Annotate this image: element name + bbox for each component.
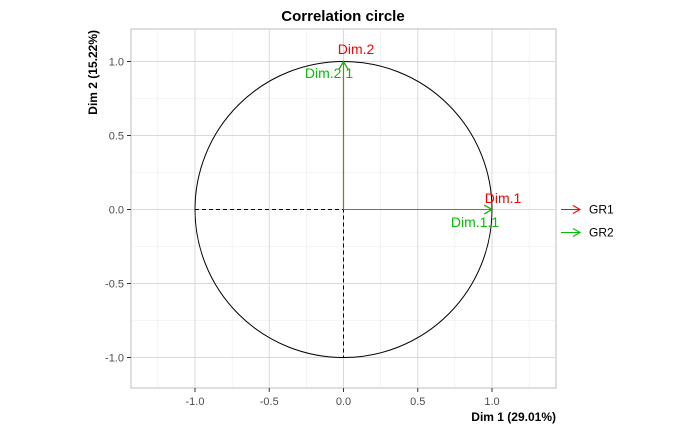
y-tick-label: 1.0 [109, 57, 124, 69]
chart-title: Correlation circle [281, 8, 404, 25]
x-tick-label: -0.5 [260, 396, 279, 408]
legend-label: GR1 [589, 203, 614, 217]
vector-dim-2-1-head [338, 60, 349, 70]
x-axis-title: Dim 1 (29.01%) [471, 410, 556, 424]
axes: -1.0 -0.5 0.0 0.5 1.0 -1.0 -0.5 0.0 0.5 1.0 [105, 57, 500, 409]
legend: GR1 GR2 [561, 203, 614, 240]
y-tick-label: 0.0 [109, 205, 124, 217]
vector-label-dim-1-1: Dim.1.1 [451, 214, 499, 230]
legend-item-gr1: GR1 [561, 203, 614, 217]
legend-key-arrowhead [572, 228, 582, 237]
y-tick-label: -1.0 [105, 353, 124, 365]
x-tick-label: -1.0 [186, 396, 205, 408]
legend-key-arrowhead [572, 205, 582, 214]
vector-label-dim-2: Dim.2 [338, 41, 375, 57]
plot-marks: Dim.1 Dim.2 Dim.1.1 Dim.2.1 [194, 41, 522, 358]
vector-dim-1-1 [343, 204, 494, 215]
x-tick-label: 0.0 [336, 396, 351, 408]
x-tick-label: 1.0 [484, 396, 499, 408]
vector-dim-2-1 [338, 60, 349, 210]
x-tick-label: 0.5 [410, 396, 425, 408]
vector-label-dim-2-1: Dim.2.1 [305, 65, 353, 81]
vector-label-dim-1: Dim.1 [485, 190, 522, 206]
y-tick-label: -0.5 [105, 279, 124, 291]
y-axis-title: Dim 2 (15.22%) [86, 30, 100, 115]
vector-dim-1-1-head [483, 204, 494, 215]
legend-label: GR2 [589, 226, 614, 240]
y-tick-label: 0.5 [109, 131, 124, 143]
legend-item-gr2: GR2 [561, 226, 614, 240]
